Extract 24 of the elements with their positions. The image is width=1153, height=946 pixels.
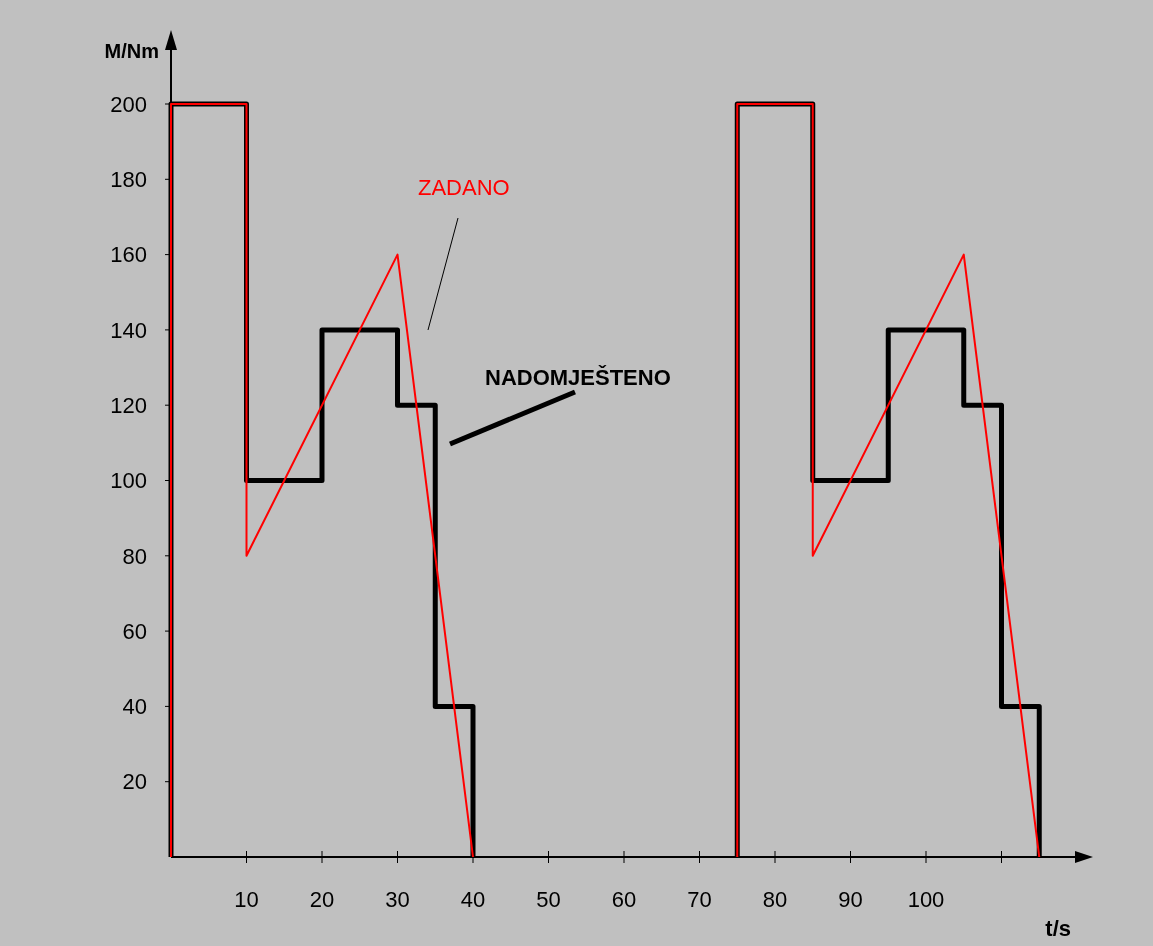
x-tick-label: 30: [385, 887, 410, 912]
x-tick-label: 60: [611, 887, 637, 912]
x-tick-label: 90: [838, 887, 863, 912]
x-tick-label: 10: [234, 887, 259, 912]
y-tick-label: 80: [122, 543, 147, 569]
x-tick-label: 20: [309, 887, 335, 912]
y-axis-title: M/Nm: [104, 40, 159, 62]
x-tick-label: 40: [460, 887, 486, 912]
text: NADOMJEŠTENO: [485, 365, 671, 390]
y-tick-label: 60: [122, 618, 147, 644]
x-tick-label: 50: [536, 887, 561, 912]
x-tick-label: 100: [907, 887, 945, 912]
y-tick-label: 100: [110, 468, 147, 494]
y-tick-label: 40: [122, 694, 147, 720]
x-tick-label: 70: [687, 887, 712, 912]
text: ZADANO: [418, 175, 510, 200]
y-tick-label: 200: [110, 91, 147, 117]
x-axis-title: t/s: [1045, 916, 1071, 941]
y-tick-label: 140: [110, 317, 147, 343]
y-tick-label: 160: [110, 242, 147, 268]
y-tick-label: 120: [110, 392, 147, 418]
y-tick-label: 20: [122, 769, 147, 795]
y-tick-label: 180: [110, 167, 147, 192]
x-tick-label: 80: [762, 887, 788, 912]
